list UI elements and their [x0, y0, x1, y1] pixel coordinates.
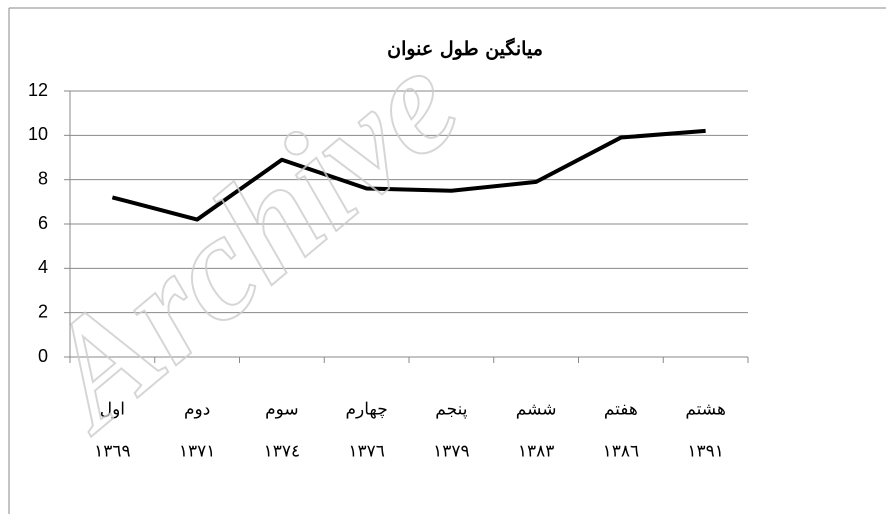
x-tick-label: سوم: [265, 400, 299, 420]
y-tick-label: 4: [38, 257, 48, 277]
x-tick-label: پنجم: [435, 400, 467, 420]
x-tick-year: ١٣٧٩: [433, 442, 470, 462]
chart-title: میانگین طول عنوان: [387, 37, 543, 60]
x-tick-year: ١٣٧٦: [348, 442, 385, 462]
y-tick-label: 2: [38, 301, 48, 321]
x-tick-label: هفتم: [604, 400, 638, 420]
x-tick-label: دوم: [184, 400, 210, 420]
data-line: [111, 128, 706, 222]
x-tick-label: اول: [100, 400, 125, 420]
watermark: Archive: [5, 19, 488, 462]
y-tick-label: 6: [38, 213, 48, 233]
y-tick-label: 0: [38, 346, 48, 366]
x-tick-label: ششم: [516, 400, 557, 420]
x-tick-year: ١٣٨٣: [518, 442, 555, 462]
y-tick-label: 8: [38, 168, 48, 188]
x-tick-label: چهارم: [345, 400, 387, 420]
x-tick-label: هشتم: [685, 400, 726, 420]
x-tick-year: ١٣٧٤: [264, 442, 301, 462]
x-tick-year: ١٣٨٦: [603, 442, 640, 462]
y-tick-label: 12: [28, 80, 48, 100]
x-tick-year: ١٣٩١: [687, 442, 724, 462]
x-tick-year: ١٣٦٩: [94, 442, 131, 462]
y-tick-label: 10: [28, 124, 48, 144]
x-tick-year: ١٣٧١: [179, 442, 216, 462]
